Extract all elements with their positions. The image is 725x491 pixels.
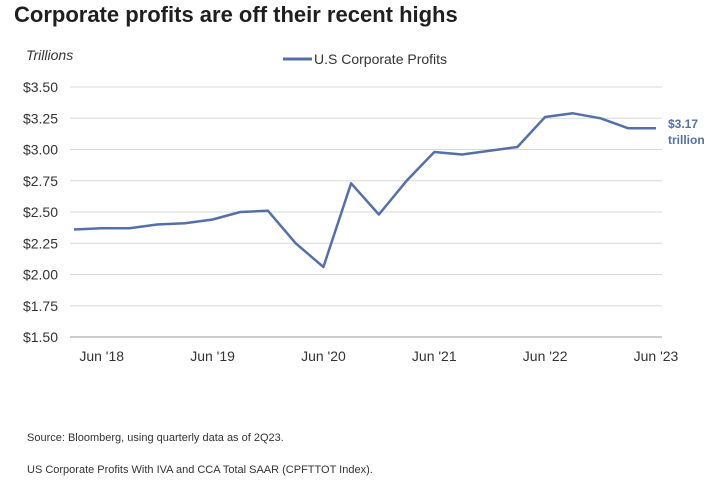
y-tick-labels: $1.50 $1.75 $2.00 $2.25 $2.50 $2.75 $3.00 $3.25… — [23, 79, 58, 345]
x-tick-label: Jun '21 — [412, 348, 457, 364]
y-tick-label: $3.25 — [23, 110, 58, 126]
y-tick-label: $2.25 — [23, 235, 58, 251]
series-note: US Corporate Profits With IVA and CCA To… — [27, 464, 373, 476]
legend: U.S Corporate Profits — [283, 51, 447, 67]
y-tick-label: $2.75 — [23, 173, 58, 189]
end-value-annotation-unit: trillion — [668, 133, 705, 147]
legend-label: U.S Corporate Profits — [314, 51, 447, 67]
y-axis-label: Trillions — [26, 47, 73, 63]
y-tick-label: $1.50 — [23, 329, 58, 345]
y-tick-label: $2.00 — [23, 267, 58, 283]
chart-title: Corporate profits are off their recent h… — [14, 2, 458, 27]
line-chart: $1.50 $1.75 $2.00 $2.25 $2.50 $2.75 $3.00 $3.25… — [23, 47, 705, 364]
y-tick-label: $2.50 — [23, 204, 58, 220]
x-tick-label: Jun '20 — [301, 348, 346, 364]
y-tick-label: $3.50 — [23, 79, 58, 95]
x-tick-label: Jun '23 — [634, 348, 679, 364]
x-tick-label: Jun '19 — [190, 348, 235, 364]
series-line — [73, 112, 656, 269]
grid-lines — [70, 86, 662, 338]
y-tick-label: $1.75 — [23, 298, 58, 314]
y-tick-label: $3.00 — [23, 142, 58, 158]
x-tick-label: Jun '22 — [523, 348, 568, 364]
x-tick-labels: Jun '18 Jun '19 Jun '20 Jun '21 Jun '22 Jun '… — [79, 348, 678, 364]
x-tick-label: Jun '18 — [79, 348, 124, 364]
end-value-annotation: $3.17 — [668, 117, 698, 131]
source-note: Source: Bloomberg, using quarterly data … — [27, 432, 284, 444]
